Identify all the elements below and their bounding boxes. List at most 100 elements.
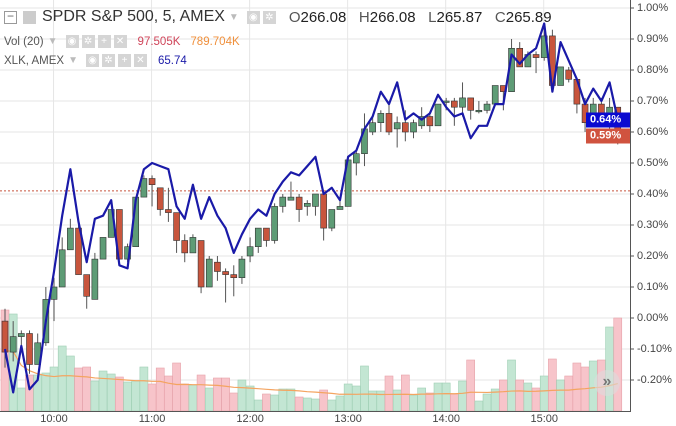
volume-bar (164, 375, 173, 412)
volume-ma-value: 789.704K (190, 35, 240, 48)
candle-body (222, 271, 229, 275)
volume-bar (458, 380, 467, 412)
candle-body (254, 227, 262, 248)
candle-body (434, 103, 442, 127)
candle-body (263, 227, 270, 241)
volume-bar (409, 394, 418, 412)
price-axis-label: 1.00% (637, 2, 669, 14)
volume-bar (441, 382, 451, 412)
volume-bar (41, 372, 51, 412)
volume-bar (417, 387, 426, 412)
volume-bar (237, 379, 247, 412)
candle-body (557, 66, 564, 86)
price-axis-label: -0.20% (637, 374, 672, 386)
volume-bar (213, 377, 222, 412)
volume-bar (82, 366, 91, 412)
volume-bar (270, 394, 279, 412)
volume-bar (17, 387, 26, 412)
compare-title[interactable]: XLK, AMEX (4, 54, 65, 67)
price-axis-label: 0.30% (637, 219, 669, 231)
volume-bar (327, 399, 337, 412)
symbol-title[interactable]: SPDR S&P 500, 5, AMEX (42, 8, 225, 25)
gear-icon[interactable]: ✲ (262, 10, 276, 24)
volume-bar (425, 392, 435, 412)
volume-bar (98, 370, 108, 412)
candle-body (483, 103, 491, 111)
open-value: 266.08 (300, 8, 347, 26)
ohlc-readout: O266.08 H266.08 L265.87 C265.89 (289, 9, 552, 26)
candle-body (181, 240, 189, 254)
volume-bar (204, 387, 214, 412)
candle-body (565, 69, 573, 80)
low-label: L (428, 8, 437, 26)
candle-body (295, 196, 303, 210)
scroll-to-realtime-button[interactable]: » (594, 370, 620, 396)
chevron-down-icon[interactable]: ▼ (47, 36, 58, 47)
flag-icon[interactable] (23, 10, 36, 24)
volume-bar (196, 374, 206, 412)
eye-icon[interactable]: ◉ (86, 54, 99, 67)
candle-body (156, 187, 164, 210)
candle-body (9, 336, 17, 353)
candle-body (124, 246, 131, 260)
main-price-tag: 0.59% (586, 128, 630, 144)
candle-body (246, 246, 254, 257)
volume-bar (360, 365, 369, 412)
candle-body (320, 193, 327, 229)
candle-body (336, 206, 344, 210)
volume-bar (605, 326, 614, 412)
candle-body (67, 227, 74, 251)
candle-body (83, 274, 90, 297)
candle-body (459, 97, 466, 108)
close-icon[interactable]: ✕ (134, 54, 147, 67)
volume-bar (115, 376, 124, 412)
candle-body (173, 212, 180, 241)
time-axis-label: 12:00 (236, 413, 264, 425)
high-label: H (358, 8, 370, 26)
plus-icon[interactable]: + (97, 35, 111, 48)
candle-body (475, 110, 483, 113)
volume-bar (450, 393, 459, 412)
eye-icon[interactable]: ◉ (65, 35, 79, 48)
volume-bar (311, 398, 320, 412)
volume-bar (548, 358, 557, 412)
candle-body (532, 54, 540, 58)
volume-bar (245, 385, 255, 412)
volume-bar (564, 375, 574, 412)
candle-body (189, 237, 197, 254)
price-axis-label: 0.10% (637, 281, 669, 293)
volume-bar (433, 382, 443, 412)
candle-body (75, 227, 82, 275)
plus-icon[interactable]: + (118, 54, 131, 67)
eye-icon[interactable]: ◉ (246, 10, 260, 24)
volume-bar (25, 374, 34, 412)
volume-bar (229, 392, 239, 412)
compare-series-line (3, 22, 619, 394)
candle-body (303, 203, 311, 207)
candle-body (393, 122, 401, 130)
volume-bar (172, 362, 181, 412)
time-axis-label: 10:00 (40, 413, 68, 425)
candle-body (58, 249, 66, 288)
volume-bar (499, 379, 508, 412)
price-axis-label: 0.00% (637, 312, 669, 324)
close-icon[interactable]: ✕ (113, 35, 127, 48)
gear-icon[interactable]: ✲ (81, 35, 95, 48)
collapse-icon[interactable]: − (4, 10, 17, 24)
compare-legend: XLK, AMEX ▼ ◉ ✲ + ✕ 65.74 (4, 54, 187, 67)
gear-icon[interactable]: ✲ (102, 54, 115, 67)
time-axis-label: 15:00 (530, 413, 558, 425)
volume-bar (335, 395, 345, 412)
volume-title[interactable]: Vol (20) (4, 35, 44, 48)
volume-bar (180, 383, 190, 412)
candle-body (287, 196, 295, 201)
volume-bar (49, 366, 59, 412)
main-series-legend: − SPDR S&P 500, 5, AMEX ▼ ◉ ✲ O266.08 H2… (4, 8, 552, 26)
candle-body (205, 258, 213, 288)
low-value: 265.87 (436, 8, 483, 26)
chevron-down-icon[interactable]: ▼ (68, 55, 78, 66)
volume-bar (474, 400, 484, 412)
chevron-down-icon[interactable]: ▼ (228, 11, 239, 23)
time-axis-label: 14:00 (432, 413, 460, 425)
